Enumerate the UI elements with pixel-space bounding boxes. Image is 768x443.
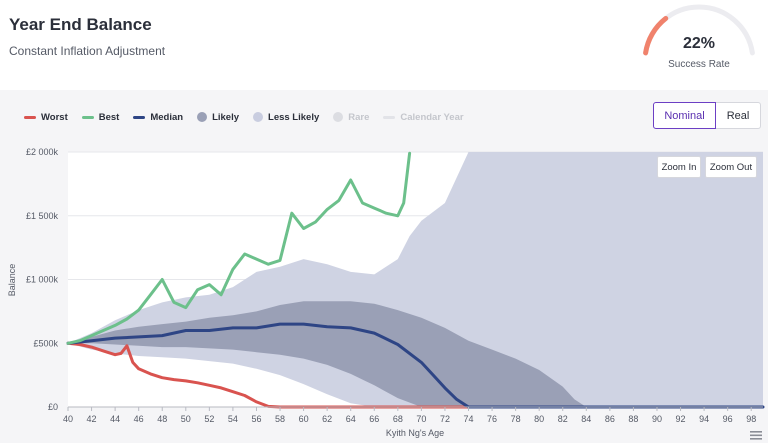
x-tick-label: 52	[204, 414, 214, 424]
success-rate-label: Success Rate	[668, 59, 730, 70]
x-tick-label: 82	[558, 414, 568, 424]
page-subtitle: Constant Inflation Adjustment	[9, 44, 166, 58]
x-tick-label: 94	[699, 414, 709, 424]
likely-band	[68, 301, 587, 407]
legend-swatch	[197, 112, 208, 122]
best-series-line	[66, 151, 412, 345]
legend-swatch	[24, 115, 36, 119]
legend-item-less-likely[interactable]: Less Likely	[253, 112, 319, 123]
x-tick-label: 40	[63, 414, 73, 424]
y-tick-label: £1 000k	[26, 275, 59, 285]
x-tick-label: 56	[251, 414, 261, 424]
x-tick-label: 96	[723, 414, 733, 424]
legend-label: Best	[98, 111, 120, 123]
zoom-out-button[interactable]: Zoom Out	[705, 156, 757, 178]
x-tick-label: 66	[369, 414, 379, 424]
y-axis-title: Balance	[7, 264, 17, 297]
page-title: Year End Balance	[9, 15, 152, 34]
legend-item-likely[interactable]: Likely	[197, 112, 239, 123]
y-tick-label: £2 000k	[26, 147, 59, 157]
legend-item-calendar-year[interactable]: Calendar Year	[383, 111, 464, 123]
legend-label: Less Likely	[268, 111, 320, 123]
success-rate-value: 22%	[682, 35, 716, 52]
x-tick-label: 74	[464, 414, 474, 424]
x-tick-label: 86	[605, 414, 615, 424]
x-tick-label: 90	[652, 414, 662, 424]
x-tick-label: 62	[322, 414, 332, 424]
chart-legend: Worst Best Median Likely Less Likely Rare Cale…	[24, 110, 478, 124]
x-axis-title: Kyith Ng's Age	[386, 428, 444, 438]
y-tick-label: £1 500k	[26, 211, 59, 221]
legend-swatch	[133, 115, 146, 119]
legend-item-best[interactable]: Best	[81, 111, 120, 123]
gauge-fill	[643, 15, 669, 56]
legend-swatch	[81, 115, 94, 119]
y-tick-label: £0	[48, 402, 58, 412]
x-tick-label: 88	[628, 414, 638, 424]
x-tick-label: 64	[346, 414, 356, 424]
header: Year End Balance Constant Inflation Adju…	[0, 0, 768, 90]
legend-label: Worst	[41, 111, 68, 123]
x-tick-label: 76	[487, 414, 497, 424]
legend-item-worst[interactable]: Worst	[24, 112, 68, 123]
x-tick-label: 72	[440, 414, 450, 424]
x-tick-label: 44	[110, 414, 120, 424]
legend-swatch	[333, 112, 344, 122]
legend-label: Rare	[348, 111, 370, 123]
real-button[interactable]: Real	[716, 102, 761, 129]
y-tick-label: £500k	[33, 338, 58, 348]
x-tick-label: 54	[228, 414, 238, 424]
x-tick-label: 58	[275, 414, 285, 424]
legend-label: Likely	[212, 111, 240, 123]
nominal-button[interactable]: Nominal	[653, 102, 716, 129]
x-tick-label: 68	[393, 414, 403, 424]
x-tick-label: 60	[299, 414, 309, 424]
gauge-arc	[643, 4, 755, 56]
legend-swatch	[253, 112, 264, 122]
legend-label: Median	[150, 111, 184, 123]
x-tick-label: 84	[581, 414, 591, 424]
legend-item-median[interactable]: Median	[133, 112, 183, 123]
x-tick-label: 80	[534, 414, 544, 424]
legend-swatch	[383, 115, 396, 119]
x-tick-label: 78	[511, 414, 521, 424]
x-tick-label: 46	[134, 414, 144, 424]
legend-label: Calendar Year	[400, 111, 464, 123]
x-tick-label: 98	[746, 414, 756, 424]
x-tick-label: 48	[157, 414, 167, 424]
menu-icon[interactable]	[750, 430, 762, 440]
nominal-real-toggle: Nominal Real	[653, 102, 761, 129]
x-tick-label: 50	[181, 414, 191, 424]
success-rate-gauge: 22% Success Rate	[636, 4, 762, 84]
x-tick-label: 42	[87, 414, 97, 424]
legend-item-rare[interactable]: Rare	[333, 112, 369, 123]
x-tick-label: 70	[416, 414, 426, 424]
zoom-in-button[interactable]: Zoom In	[657, 156, 701, 178]
x-tick-label: 92	[676, 414, 686, 424]
